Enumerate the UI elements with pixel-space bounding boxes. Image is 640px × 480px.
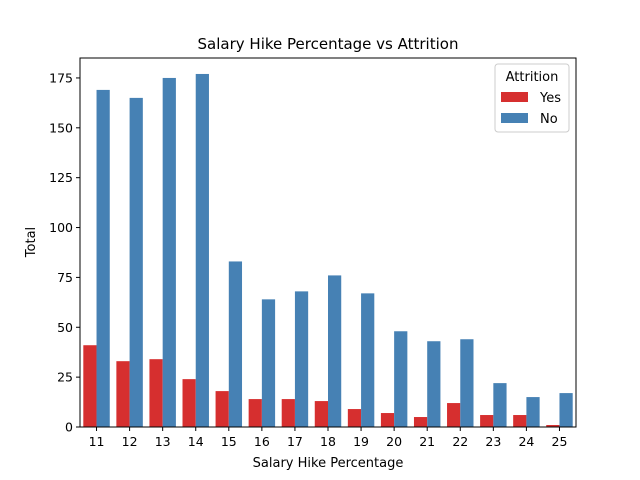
x-tick-label: 14	[188, 434, 204, 449]
bar-no-19	[361, 293, 375, 427]
y-tick-label: 100	[49, 220, 73, 235]
y-tick-label: 25	[57, 370, 73, 385]
bar-yes-19	[347, 409, 362, 427]
x-tick-label: 11	[89, 434, 105, 449]
bar-no-25	[559, 393, 573, 427]
y-tick-label: 50	[57, 320, 73, 335]
bar-yes-22	[447, 403, 461, 427]
legend-title: Attrition	[506, 70, 559, 85]
chart-title: Salary Hike Percentage vs Attrition	[198, 35, 459, 53]
y-tick-label: 75	[57, 270, 73, 285]
y-tick-label: 0	[65, 420, 73, 435]
bar-yes-14	[182, 379, 196, 427]
bar-no-14	[195, 73, 209, 428]
y-axis-label: Total	[24, 227, 39, 258]
bar-no-12	[129, 97, 143, 427]
bar-yes-16	[248, 399, 262, 427]
x-tick-label: 24	[518, 434, 534, 449]
x-tick-label: 15	[221, 434, 237, 449]
legend: Attrition Yes No	[494, 63, 570, 133]
x-tick-label: 19	[353, 434, 369, 449]
legend-label-no: No	[540, 112, 558, 127]
bar-no-15	[228, 261, 243, 427]
bar-no-22	[460, 339, 474, 427]
bar-yes-12	[116, 361, 130, 427]
bar-no-13	[162, 77, 176, 427]
x-tick-label: 25	[552, 434, 568, 449]
x-tick-label: 21	[419, 434, 435, 449]
bar-yes-13	[149, 359, 163, 427]
bar-yes-21	[413, 417, 428, 427]
bar-no-24	[526, 397, 540, 427]
plot-frame	[79, 57, 577, 428]
y-tick-label: 175	[49, 70, 73, 85]
legend-swatch-yes	[501, 92, 528, 102]
x-axis-label: Salary Hike Percentage	[253, 456, 404, 471]
bar-no-18	[328, 275, 342, 427]
x-tick-label: 16	[254, 434, 270, 449]
x-tick-label: 18	[320, 434, 336, 449]
bar-yes-23	[480, 415, 494, 427]
bar-no-16	[261, 299, 276, 427]
bar-yes-17	[281, 399, 295, 427]
bar-yes-25	[546, 425, 560, 427]
y-tick-label: 125	[49, 170, 73, 185]
x-tick-label: 22	[452, 434, 468, 449]
bar-yes-24	[513, 415, 527, 427]
legend-swatch-no	[501, 113, 528, 123]
x-tick-label: 17	[287, 434, 303, 449]
bar-yes-11	[83, 345, 97, 427]
legend-label-yes: Yes	[539, 91, 561, 106]
bar-no-17	[294, 291, 309, 427]
x-tick-label: 13	[155, 434, 171, 449]
y-ticks: 0 25 50 75 100 125 150 175	[49, 70, 80, 435]
x-tick-label: 23	[485, 434, 501, 449]
x-ticks: 11 12 13 14 15 16 17 18 19 20 21 22 23 24 25	[89, 427, 568, 449]
bar-no-20	[394, 331, 408, 427]
bars-group	[83, 73, 573, 428]
bar-yes-20	[380, 413, 395, 427]
bar-yes-18	[314, 401, 328, 427]
x-tick-label: 12	[122, 434, 138, 449]
x-tick-label: 20	[386, 434, 402, 449]
bar-no-21	[427, 341, 441, 427]
bar-no-11	[96, 89, 110, 427]
bar-no-23	[493, 383, 507, 427]
y-tick-label: 150	[49, 120, 73, 135]
bar-yes-15	[215, 391, 229, 427]
